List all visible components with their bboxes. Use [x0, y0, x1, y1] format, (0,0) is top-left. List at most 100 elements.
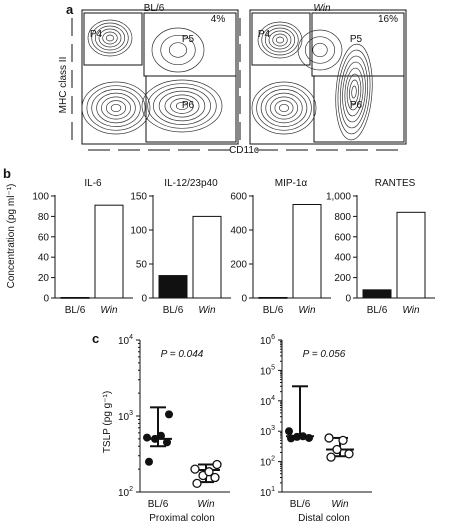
- y-tick-label: 600: [334, 232, 351, 243]
- contour-line: [98, 28, 122, 48]
- flow-percent: 4%: [211, 14, 226, 25]
- y-tick-label: 400: [230, 226, 247, 237]
- contour-line: [94, 25, 126, 51]
- bar: [292, 204, 322, 299]
- contour-line: [101, 96, 131, 120]
- category-label: BL/6: [65, 305, 86, 316]
- data-point: [204, 467, 214, 477]
- category-label: Win: [100, 305, 118, 316]
- y-tick-label: 1,000: [326, 192, 351, 203]
- data-point: [192, 478, 202, 488]
- y-tick-label: 100: [32, 192, 49, 203]
- flow-title: BL/6: [144, 3, 165, 14]
- tick-base: 10: [118, 488, 130, 499]
- gate-label-p5: P5: [350, 34, 363, 45]
- y-tick-label: 40: [38, 253, 50, 264]
- contour-line: [257, 21, 303, 59]
- category-label: BL/6: [367, 305, 388, 316]
- bar-chart-mip1a: MIP-1α 0 200 400 600 BL/6 Win: [230, 178, 331, 316]
- bar: [192, 215, 222, 299]
- y-tick-label: 103: [260, 425, 275, 438]
- contour-line: [251, 81, 317, 135]
- flow-frame: [81, 9, 239, 145]
- data-point: [287, 434, 295, 443]
- y-tick-label: 60: [38, 232, 50, 243]
- contour-line: [265, 92, 303, 124]
- contour-line: [175, 101, 189, 111]
- y-tick-label: 0: [43, 294, 49, 305]
- tick-exponent: 2: [271, 456, 275, 463]
- y-tick-label: 0: [141, 294, 147, 305]
- data-point: [145, 457, 153, 466]
- category-label: Win: [402, 305, 420, 316]
- tick-exponent: 4: [271, 395, 275, 402]
- panel-c-ylabel: TSLP (pg g⁻¹): [102, 391, 113, 453]
- contour-line: [158, 90, 206, 122]
- data-point: [332, 444, 342, 455]
- chart-title: IL-6: [84, 178, 102, 189]
- p-value-annotation: P = 0.044: [161, 349, 204, 360]
- contour-line: [164, 94, 200, 118]
- contour-line: [272, 33, 288, 47]
- x-axis-label: Distal colon: [298, 513, 350, 524]
- gate-label-p6: P6: [182, 100, 195, 111]
- tick-exponent: 2: [129, 486, 133, 493]
- gate-p6: [145, 75, 237, 143]
- contour-line: [105, 100, 127, 116]
- bar: [362, 289, 392, 299]
- contour-line: [275, 36, 285, 44]
- y-tick-label: 200: [334, 273, 351, 284]
- contour-line: [147, 83, 217, 129]
- contour-line: [105, 34, 115, 42]
- contour-line: [151, 27, 205, 73]
- contour-line: [86, 85, 146, 131]
- data-point: [305, 433, 313, 442]
- gate-p4: [83, 12, 143, 66]
- y-tick-label: 104: [260, 395, 275, 408]
- bar: [258, 296, 288, 299]
- data-point: [344, 449, 354, 459]
- contour-line: [268, 30, 292, 50]
- chart-title: RANTES: [375, 178, 416, 189]
- tick-base: 10: [260, 397, 272, 408]
- contour-line: [141, 79, 223, 133]
- contour-line: [261, 24, 299, 56]
- panel-c-letter: c: [92, 331, 99, 346]
- tick-base: 10: [118, 336, 130, 347]
- data-point: [163, 438, 171, 447]
- flow-frame: [249, 9, 407, 145]
- data-point: [293, 432, 301, 441]
- contour-line: [81, 81, 151, 135]
- contour-line: [170, 98, 194, 114]
- contour-line: [274, 100, 294, 116]
- bar-chart-il12: IL-12/23p40 0 50 100 150 BL/6 Win: [130, 178, 231, 316]
- contour-line: [256, 85, 312, 131]
- data-point: [285, 427, 293, 436]
- tick-base: 10: [260, 427, 272, 438]
- y-tick-label: 80: [38, 212, 50, 223]
- category-label: BL/6: [290, 499, 311, 510]
- bar-chart-rantes: RANTES 0 200 400 600 800 1,000 BL/6 Win: [326, 178, 435, 316]
- contour-line: [269, 96, 299, 120]
- category-label: Win: [197, 499, 215, 510]
- data-point: [338, 435, 348, 446]
- bar: [158, 275, 188, 299]
- contour-line: [337, 49, 371, 135]
- contour-line: [351, 85, 357, 99]
- tick-exponent: 5: [271, 364, 275, 371]
- y-tick-label: 0: [345, 294, 351, 305]
- flow-plot-bl6: BL/6 4% P4 P5 P6: [71, 3, 239, 151]
- contour-line: [339, 55, 369, 129]
- panel-a-letter: a: [66, 2, 74, 17]
- tick-exponent: 3: [129, 410, 133, 417]
- bar: [396, 211, 426, 299]
- y-tick-label: 50: [136, 260, 148, 271]
- flow-plot-win: Win 16% P4 P5 P6: [239, 3, 407, 151]
- contour-line: [260, 89, 308, 127]
- bar-chart-il6: IL-6 0 20 40 60 80 100 BL/6 Win: [32, 178, 133, 316]
- contour-line: [279, 103, 289, 113]
- data-point: [190, 464, 200, 474]
- data-point: [210, 472, 220, 483]
